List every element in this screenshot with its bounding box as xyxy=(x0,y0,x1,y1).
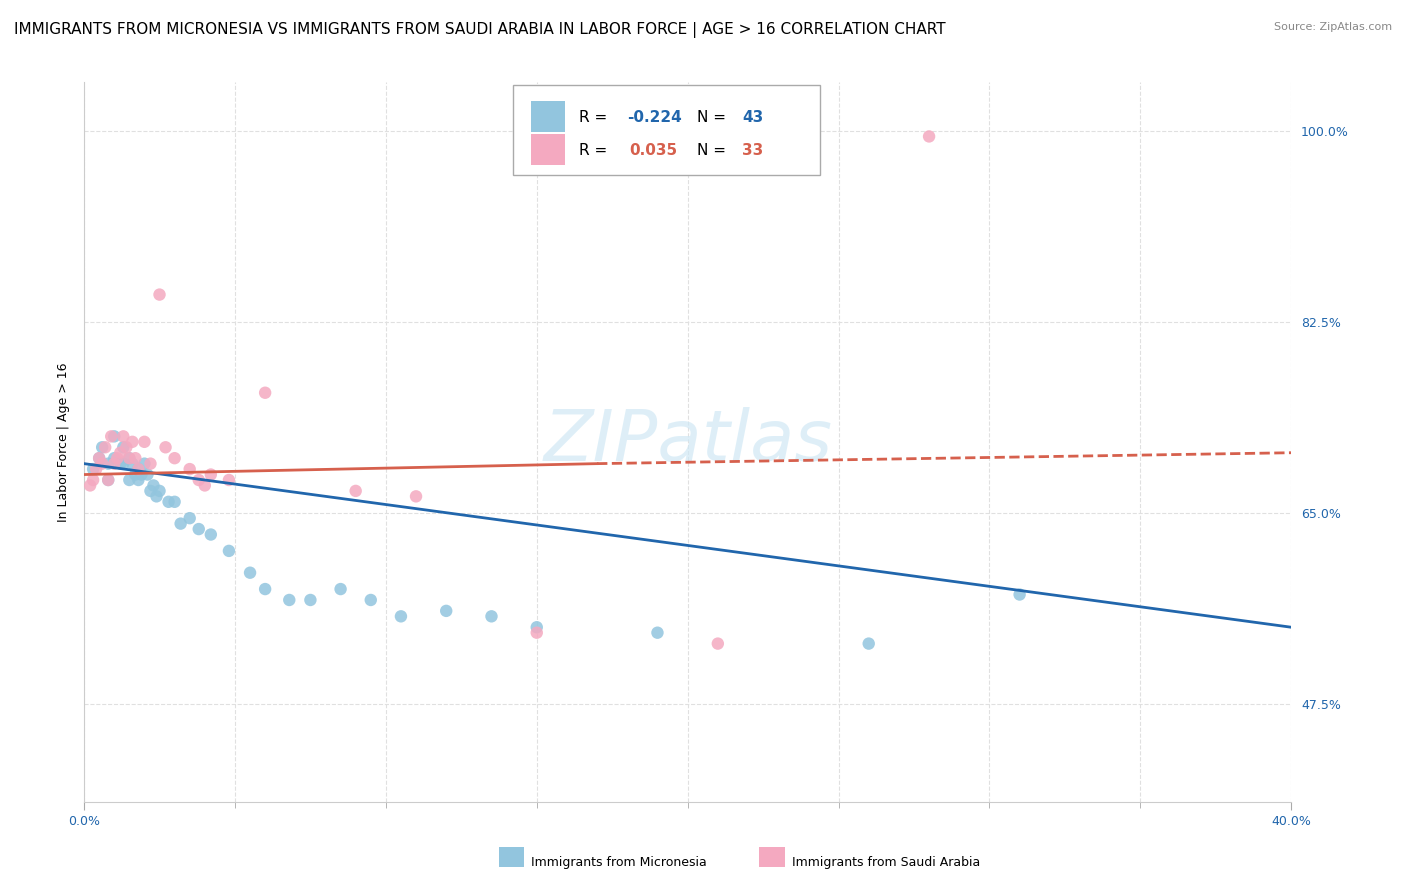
Text: -0.224: -0.224 xyxy=(627,110,682,125)
Point xyxy=(131,467,153,482)
Text: Immigrants from Micronesia: Immigrants from Micronesia xyxy=(531,856,707,869)
Point xyxy=(200,527,222,541)
FancyBboxPatch shape xyxy=(513,86,821,176)
Point xyxy=(344,483,367,498)
Point xyxy=(121,434,143,449)
Point xyxy=(145,489,167,503)
Text: N =: N = xyxy=(697,110,731,125)
Point xyxy=(124,451,146,466)
Point xyxy=(103,457,125,471)
Point xyxy=(169,516,191,531)
Point xyxy=(84,462,107,476)
Point xyxy=(112,429,135,443)
Point xyxy=(200,467,222,482)
Point xyxy=(103,429,125,443)
Point xyxy=(82,473,104,487)
Point xyxy=(97,473,120,487)
Point xyxy=(103,451,125,466)
Point xyxy=(858,637,880,651)
Y-axis label: In Labor Force | Age > 16: In Labor Force | Age > 16 xyxy=(58,362,70,522)
Text: ZIPatlas: ZIPatlas xyxy=(543,408,832,476)
Point xyxy=(389,609,412,624)
Text: Source: ZipAtlas.com: Source: ZipAtlas.com xyxy=(1274,22,1392,32)
Point xyxy=(218,544,240,558)
Point xyxy=(148,483,170,498)
Text: 33: 33 xyxy=(742,143,763,158)
Point xyxy=(434,604,457,618)
Point xyxy=(329,582,352,596)
Point xyxy=(179,462,201,476)
Point xyxy=(142,478,165,492)
Point xyxy=(94,440,117,454)
Bar xyxy=(530,102,565,131)
Point xyxy=(254,385,277,400)
Point xyxy=(136,467,159,482)
Point xyxy=(163,495,186,509)
Bar xyxy=(530,135,565,165)
Point xyxy=(121,457,143,471)
Point xyxy=(179,511,201,525)
Point xyxy=(112,440,135,454)
Point xyxy=(526,625,548,640)
Point xyxy=(218,473,240,487)
Point xyxy=(89,451,111,466)
Point xyxy=(647,625,669,640)
Text: N =: N = xyxy=(697,143,731,158)
Point xyxy=(163,451,186,466)
Point xyxy=(148,287,170,301)
Point xyxy=(118,451,141,466)
Point xyxy=(157,495,180,509)
Point xyxy=(124,467,146,482)
Text: Immigrants from Saudi Arabia: Immigrants from Saudi Arabia xyxy=(792,856,980,869)
Point xyxy=(112,457,135,471)
Point xyxy=(118,473,141,487)
Point xyxy=(115,440,138,454)
Point xyxy=(707,637,730,651)
Point xyxy=(299,593,322,607)
Point xyxy=(134,457,156,471)
Point xyxy=(139,483,162,498)
Text: R =: R = xyxy=(579,143,612,158)
Point xyxy=(79,478,101,492)
Point xyxy=(481,609,503,624)
Point xyxy=(918,129,941,144)
Point xyxy=(127,462,149,476)
Point xyxy=(105,451,128,466)
Point xyxy=(360,593,382,607)
Point xyxy=(194,478,217,492)
Point xyxy=(97,457,120,471)
Point xyxy=(127,462,149,476)
Point xyxy=(91,440,114,454)
Point xyxy=(82,462,104,476)
Point xyxy=(139,457,162,471)
Point xyxy=(254,582,277,596)
Point xyxy=(91,457,114,471)
Point xyxy=(405,489,427,503)
Point xyxy=(110,446,132,460)
Point xyxy=(134,434,156,449)
Text: R =: R = xyxy=(579,110,612,125)
Point xyxy=(239,566,262,580)
Point xyxy=(155,440,177,454)
Text: IMMIGRANTS FROM MICRONESIA VS IMMIGRANTS FROM SAUDI ARABIA IN LABOR FORCE | AGE : IMMIGRANTS FROM MICRONESIA VS IMMIGRANTS… xyxy=(14,22,946,38)
Point xyxy=(278,593,301,607)
Point xyxy=(100,429,122,443)
Point xyxy=(118,451,141,466)
Point xyxy=(187,473,209,487)
Point xyxy=(187,522,209,536)
Point xyxy=(97,473,120,487)
Point xyxy=(89,451,111,466)
Point xyxy=(127,473,149,487)
Point xyxy=(526,620,548,634)
Point xyxy=(110,457,132,471)
Point xyxy=(1008,587,1031,601)
Text: 43: 43 xyxy=(742,110,763,125)
Text: 0.035: 0.035 xyxy=(630,143,678,158)
